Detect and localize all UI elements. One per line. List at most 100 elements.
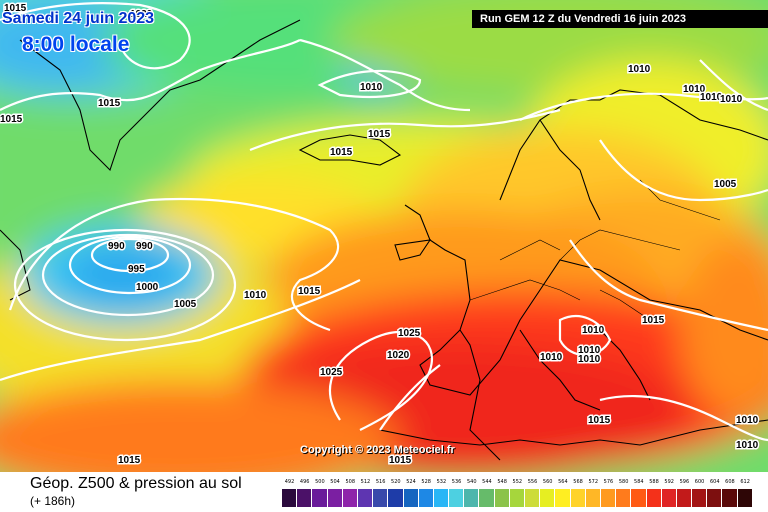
- isobar-label: 1010: [578, 345, 601, 356]
- legend-step: 516: [373, 477, 388, 509]
- legend-swatch: [282, 489, 297, 507]
- legend-value: 568: [573, 479, 583, 485]
- legend-step: 496: [297, 477, 312, 509]
- isobar-label: 990: [108, 241, 125, 252]
- legend-step: 504: [327, 477, 343, 509]
- legend-swatch: [722, 489, 737, 507]
- legend-step: 500: [312, 477, 327, 509]
- legend-swatch: [403, 489, 418, 507]
- isobar-label: 1010: [720, 94, 743, 105]
- isobar-label: 1010: [360, 82, 383, 93]
- legend-swatch: [312, 489, 327, 507]
- isobar-label: 1010: [540, 352, 563, 363]
- legend-value: 560: [542, 479, 553, 485]
- isobar-label: 1015: [588, 415, 611, 426]
- borders: [469, 179, 721, 321]
- legend-value: 600: [694, 479, 705, 485]
- legend-step: 580: [616, 477, 631, 509]
- legend-step: 600: [692, 477, 707, 509]
- legend-value: 496: [299, 479, 310, 485]
- legend-step: 540: [464, 477, 479, 509]
- legend-value: 520: [391, 479, 401, 485]
- isobar-label: 995: [128, 264, 145, 275]
- copyright-text: Copyright © 2023 Meteociel.fr: [300, 444, 455, 456]
- legend-swatch: [494, 489, 509, 507]
- isobar-label: 1005: [714, 179, 737, 190]
- legend-step: 564: [555, 477, 570, 509]
- legend-step: 596: [676, 477, 692, 509]
- isobar-label: 1010: [578, 354, 601, 365]
- legend-swatch: [570, 489, 585, 507]
- legend-value: 596: [679, 479, 690, 485]
- legend-value: 504: [330, 479, 340, 485]
- legend-swatch: [737, 489, 752, 507]
- legend-step: 532: [433, 477, 449, 509]
- legend-value: 540: [466, 479, 477, 485]
- legend-step: 544: [479, 477, 494, 509]
- legend-value: 580: [618, 479, 629, 485]
- legend-swatch: [585, 489, 600, 507]
- isobar-label: 1015: [298, 286, 321, 297]
- isobar-label: 1015: [330, 147, 353, 158]
- legend-value: 572: [588, 479, 599, 485]
- legend-value: 536: [451, 479, 462, 485]
- legend-swatch: [433, 489, 449, 507]
- legend-value: 592: [664, 479, 674, 485]
- legend-swatch: [479, 489, 494, 507]
- isobar-labels: 1015 1020 1015 1015 1010 1015 1015 990 990 995 100…: [0, 2, 760, 468]
- isobar-label: 1010: [628, 64, 651, 75]
- legend-swatch: [525, 489, 540, 507]
- isobar-label: 1010: [700, 92, 723, 103]
- legend-value: 492: [284, 479, 295, 485]
- legend-swatch: [661, 489, 676, 507]
- legend-step: 604: [707, 477, 722, 509]
- legend-swatch: [388, 489, 403, 507]
- isobar-label: 1000: [136, 282, 159, 293]
- isobar-label: 1020: [387, 350, 410, 361]
- legend-step: 572: [585, 477, 601, 509]
- isobar-label: 1025: [320, 367, 343, 378]
- isobar-label: 990: [136, 241, 153, 252]
- isobar-label: 1025: [398, 328, 421, 339]
- isobar-label: 1010: [683, 84, 706, 95]
- legend-swatch: [600, 489, 616, 507]
- legend-step: 568: [570, 477, 586, 509]
- isobar-label: 1015: [0, 114, 23, 125]
- legend-value: 528: [421, 479, 431, 485]
- map-canvas: 1015 1020 1015 1015 1010 1015 1015 990 990 995 100…: [0, 0, 768, 472]
- legend-step: 508: [342, 477, 358, 509]
- isobar-label: 1015: [642, 315, 665, 326]
- legend-swatch: [342, 489, 357, 507]
- legend-step: 576: [600, 477, 616, 509]
- legend-step: 492: [282, 477, 297, 509]
- isobar-label: 1010: [736, 415, 759, 426]
- isobar-label: 1005: [174, 299, 197, 310]
- legend-value: 588: [649, 479, 659, 485]
- isobar-label: 1015: [118, 455, 141, 466]
- legend-value: 608: [725, 479, 735, 485]
- legend-swatch: [449, 489, 464, 507]
- legend-step: 608: [722, 477, 737, 509]
- legend-value: 556: [527, 479, 538, 485]
- forecast-lead-time: (+ 186h): [30, 494, 76, 508]
- legend-value: 508: [345, 479, 356, 485]
- isobar-label: 1015: [98, 98, 121, 109]
- legend-value: 524: [406, 479, 416, 485]
- isobar-label: 1015: [4, 3, 27, 14]
- legend-value: 564: [558, 479, 568, 485]
- legend-step: 592: [661, 477, 677, 509]
- legend-value: 552: [512, 479, 523, 485]
- legend-step: 556: [525, 477, 540, 509]
- isobar-label: 1010: [582, 325, 605, 336]
- legend-step: 536: [449, 477, 464, 509]
- isobar-label: 1010: [736, 440, 759, 451]
- legend-value: 516: [375, 479, 386, 485]
- legend-swatch: [707, 489, 722, 507]
- legend-step: 528: [418, 477, 434, 509]
- legend-step: 520: [388, 477, 403, 509]
- legend-value: 612: [740, 479, 750, 485]
- legend-step: 512: [357, 477, 373, 509]
- isobar-lines: [0, 2, 768, 442]
- legend-swatch: [646, 489, 661, 507]
- isobar-label: 1015: [368, 129, 391, 140]
